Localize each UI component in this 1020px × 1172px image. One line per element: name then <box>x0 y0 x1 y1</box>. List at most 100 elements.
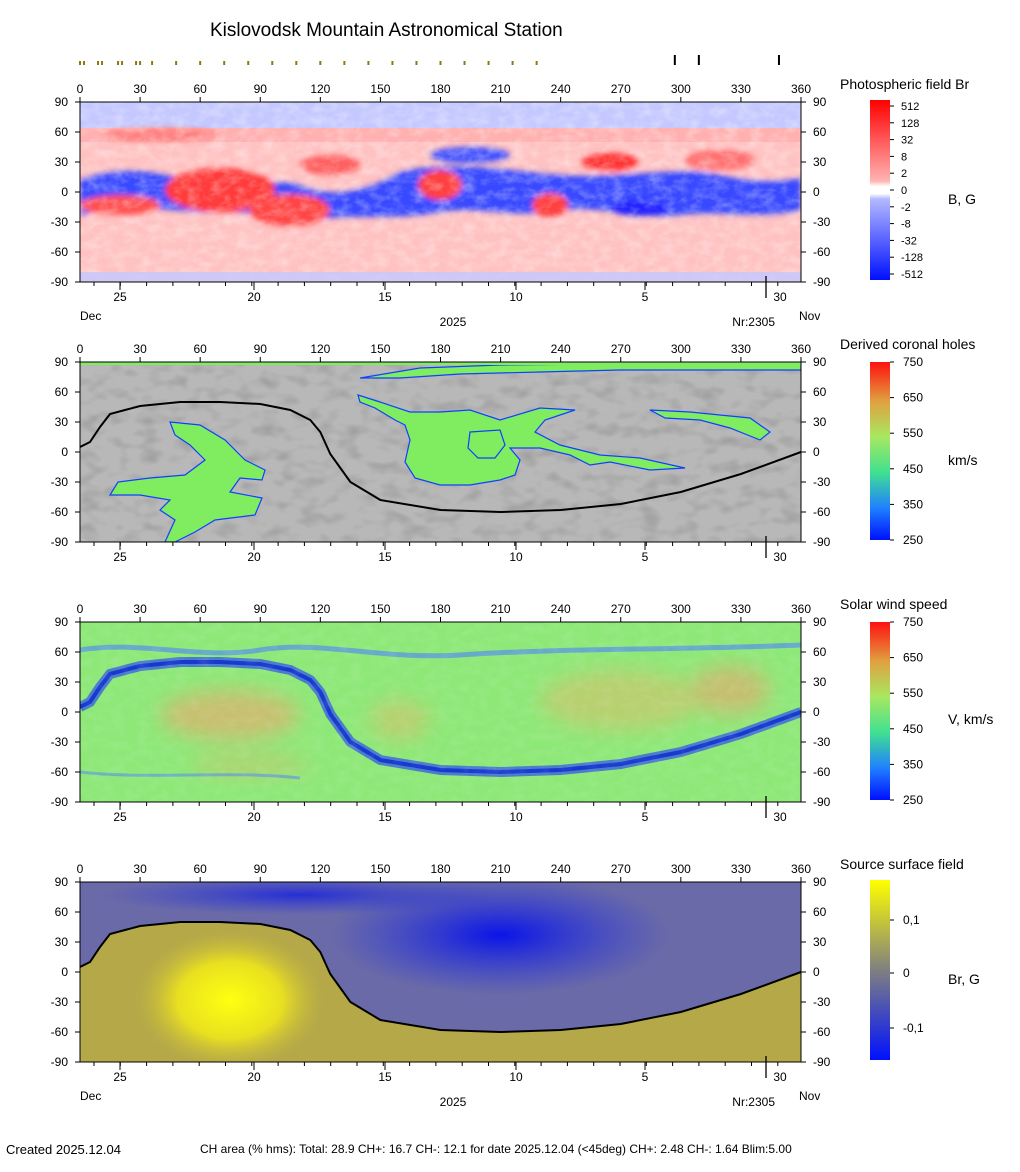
date-tick-label: 30 <box>773 290 787 304</box>
lat-tick-label: -30 <box>813 735 831 749</box>
date-tick-label: 15 <box>378 550 392 564</box>
lat-tick-label: 60 <box>55 905 69 919</box>
lon-tick-label: 210 <box>491 862 511 876</box>
olive-mark <box>151 61 154 65</box>
lat-tick-label: -30 <box>51 215 69 229</box>
lat-tick-label: 30 <box>813 935 827 949</box>
lat-tick-label: -60 <box>813 1025 831 1039</box>
olive-mark <box>101 61 104 65</box>
lon-tick-label: 60 <box>193 82 207 96</box>
lat-tick-label: 0 <box>61 705 68 719</box>
olive-mark <box>271 61 274 65</box>
lon-tick-label: 360 <box>791 862 811 876</box>
lat-tick-label: -30 <box>51 475 69 489</box>
olive-mark <box>247 61 250 65</box>
date-tick-label: 25 <box>113 290 127 304</box>
lat-tick-label: 90 <box>813 355 827 369</box>
lat-tick-label: -30 <box>51 735 69 749</box>
date-tick-label: 30 <box>773 810 787 824</box>
source-surface-map <box>80 882 801 1062</box>
colorbar-label: 650 <box>903 651 923 665</box>
black-mark <box>777 55 780 65</box>
lat-tick-label: -90 <box>51 535 69 549</box>
lon-tick-label: 0 <box>77 602 84 616</box>
olive-mark <box>97 61 100 65</box>
olive-mark <box>367 61 370 65</box>
date-tick-label: 5 <box>642 1070 649 1084</box>
lat-tick-label: 60 <box>813 905 827 919</box>
colorbar-label: 750 <box>903 355 923 369</box>
date-tick-label: 15 <box>378 810 392 824</box>
lat-tick-label: -90 <box>51 795 69 809</box>
year-label: 2025 <box>440 315 467 329</box>
olive-mark <box>223 61 226 65</box>
colorbar-label: 0 <box>903 966 910 980</box>
lat-tick-label: 30 <box>813 155 827 169</box>
date-tick-label: 20 <box>247 1070 261 1084</box>
olive-mark <box>117 61 120 65</box>
lat-tick-label: 0 <box>61 445 68 459</box>
colorbar-label: -32 <box>901 235 917 247</box>
olive-mark <box>343 61 346 65</box>
olive-mark <box>511 61 514 65</box>
date-tick-label: 25 <box>113 810 127 824</box>
lat-tick-label: 30 <box>55 415 69 429</box>
lat-tick-label: -60 <box>51 505 69 519</box>
photospheric-map <box>80 102 801 282</box>
lon-tick-label: 150 <box>370 862 390 876</box>
olive-mark <box>463 61 466 65</box>
lon-tick-label: 30 <box>133 602 147 616</box>
colorbar-label: 512 <box>901 101 919 113</box>
lat-tick-label: -60 <box>813 765 831 779</box>
lat-tick-label: -60 <box>813 245 831 259</box>
lat-tick-label: -30 <box>51 995 69 1009</box>
lat-tick-label: 60 <box>813 125 827 139</box>
lon-tick-label: 150 <box>370 342 390 356</box>
lat-tick-label: 30 <box>813 675 827 689</box>
colorbar-label: -0,1 <box>903 1021 924 1035</box>
lon-tick-label: 30 <box>133 862 147 876</box>
page-title: Kislovodsk Mountain Astronomical Station <box>210 20 563 41</box>
unit-coronal-holes: km/s <box>948 452 978 468</box>
neutral-line-source <box>80 921 801 1034</box>
colorbar-wind <box>870 622 890 800</box>
colorbar-label: 350 <box>903 757 923 771</box>
lat-tick-label: 30 <box>813 415 827 429</box>
olive-mark <box>391 61 394 65</box>
olive-mark <box>121 61 124 65</box>
end-month: Nov <box>799 1089 820 1103</box>
panel-label-wind: Solar wind speed <box>840 596 948 612</box>
lon-tick-label: 120 <box>310 602 330 616</box>
lon-tick-label: 60 <box>193 342 207 356</box>
lon-tick-label: 180 <box>430 862 450 876</box>
lat-tick-label: -60 <box>51 1025 69 1039</box>
olive-mark <box>139 61 142 65</box>
lon-tick-label: 330 <box>731 82 751 96</box>
lon-tick-label: 120 <box>310 82 330 96</box>
date-tick-label: 10 <box>509 550 523 564</box>
date-tick-label: 15 <box>378 1070 392 1084</box>
lon-tick-label: 360 <box>791 82 811 96</box>
date-tick-label: 10 <box>509 1070 523 1084</box>
colorbar-label: 250 <box>903 533 923 547</box>
olive-mark <box>79 61 81 65</box>
lon-tick-label: 300 <box>671 602 691 616</box>
lon-tick-label: 90 <box>254 602 268 616</box>
lat-tick-label: -90 <box>813 275 831 289</box>
lat-tick-label: 0 <box>813 185 820 199</box>
olive-mark <box>199 61 202 65</box>
lon-tick-label: 210 <box>491 342 511 356</box>
lon-tick-label: 300 <box>671 342 691 356</box>
date-tick-label: 25 <box>113 1070 127 1084</box>
date-tick-label: 30 <box>773 550 787 564</box>
unit-photospheric: B, G <box>948 191 977 207</box>
lat-tick-label: 0 <box>813 445 820 459</box>
lon-tick-label: 360 <box>791 602 811 616</box>
lat-tick-label: 0 <box>61 965 68 979</box>
lon-tick-label: 90 <box>254 342 268 356</box>
start-month: Dec <box>80 1089 101 1103</box>
colorbar-label: 450 <box>903 722 923 736</box>
lat-tick-label: 90 <box>55 355 69 369</box>
panel-label-source: Source surface field <box>840 856 964 872</box>
olive-mark <box>439 61 442 65</box>
